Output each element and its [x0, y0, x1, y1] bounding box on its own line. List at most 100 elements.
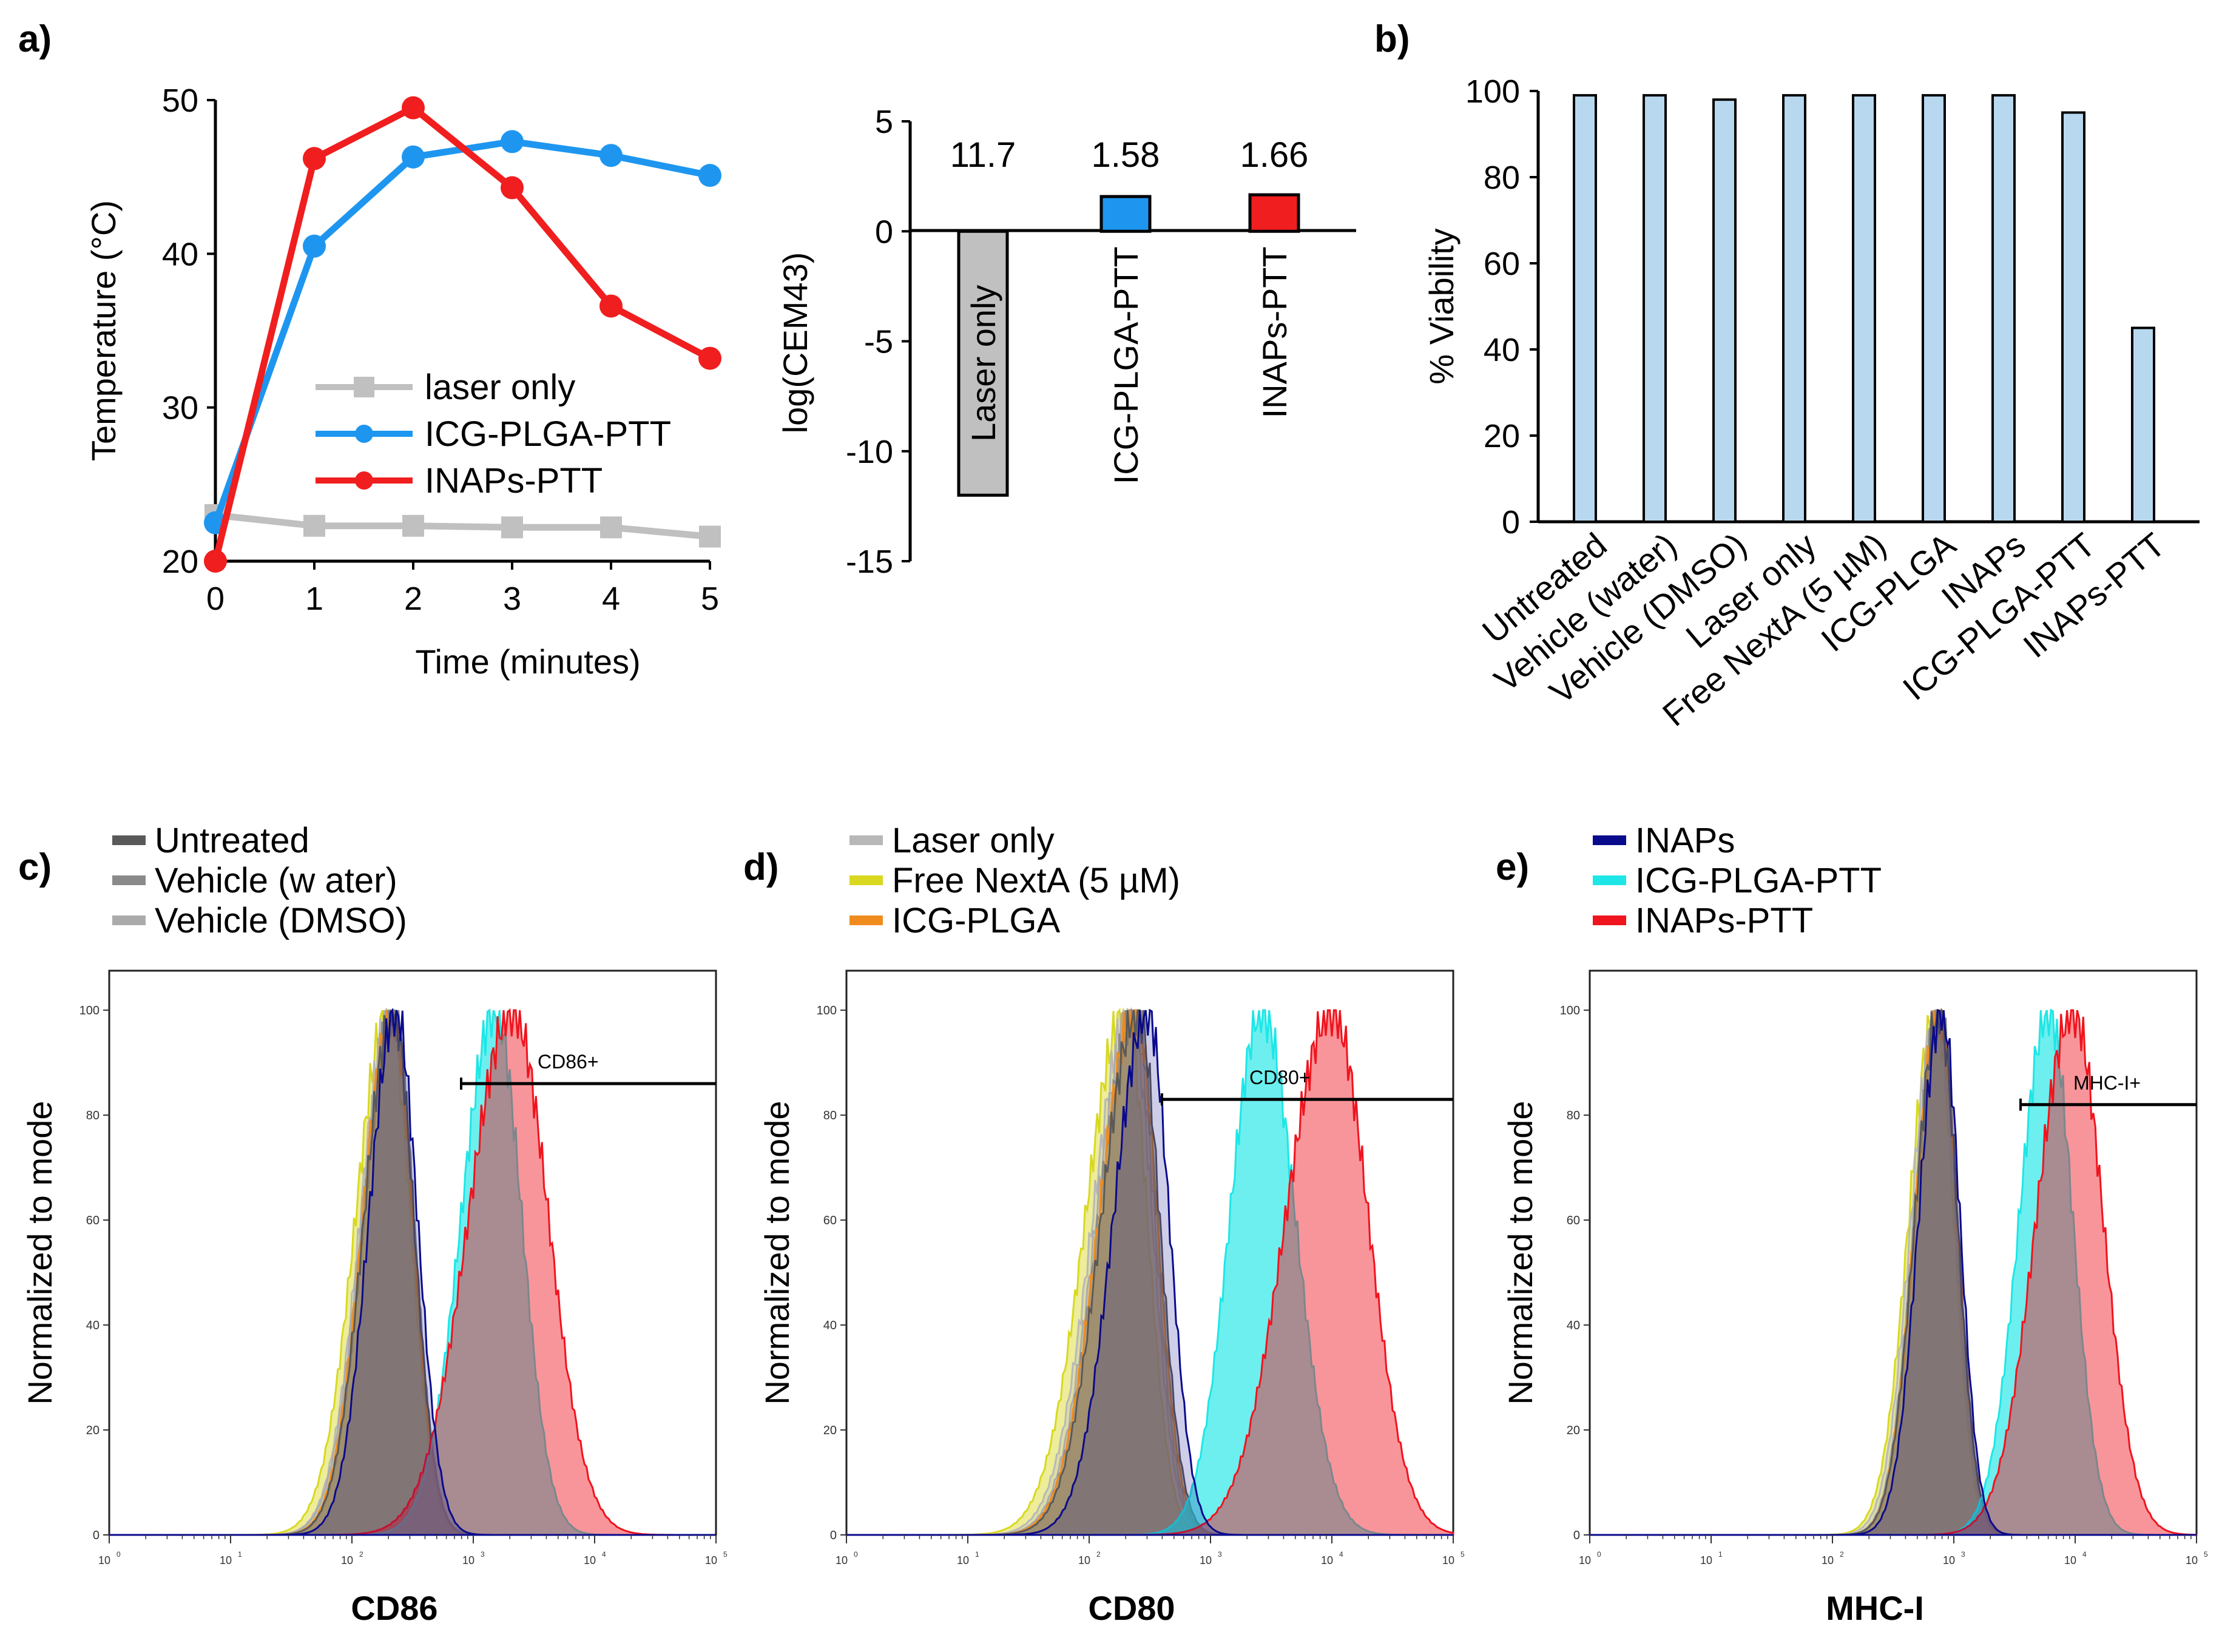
a1-series-line-inaps-ptt — [212, 104, 712, 562]
a1-y-tick-label: 50 — [162, 83, 198, 119]
flow-y-axis-label: Normalized to mode — [758, 1101, 796, 1404]
b-bar-inaps-ptt — [2131, 326, 2155, 523]
flow-y-tick-label: 20 — [1567, 1424, 1580, 1437]
a1-x-tick-label: 0 — [206, 581, 225, 617]
a1-point-inaps-ptt — [303, 147, 326, 170]
a1-point-laser-only — [501, 516, 523, 539]
a1-point-inaps-ptt — [204, 550, 227, 573]
flow-x-tick-exponent: 1 — [975, 1550, 979, 1559]
b-y-tick-label: 20 — [1484, 418, 1520, 454]
a1-point-laser-only — [303, 514, 325, 537]
flow-x-tick-label: 10 — [2186, 1554, 2198, 1566]
b-bar-untreated — [1573, 94, 1597, 524]
a1-point-icg-plga-ptt — [501, 130, 524, 153]
a1-point-inaps-ptt — [501, 176, 524, 200]
flow-y-tick-label: 40 — [86, 1319, 100, 1332]
flow-legend-label-laser-only: Laser only — [892, 821, 1055, 860]
flow-x-tick-exponent: 2 — [359, 1550, 363, 1559]
panel-label-c: c) — [18, 846, 52, 888]
a2-y-tick-label: 0 — [875, 214, 893, 250]
flow-x-tick-exponent: 3 — [1961, 1550, 1965, 1559]
flow-legend-label-vehicle-dmso: Vehicle (DMSO) — [155, 901, 407, 940]
a1-x-tick-label: 4 — [602, 581, 620, 617]
flow-x-axis-label: CD86 — [351, 1589, 437, 1627]
flow-x-tick-label: 10 — [1442, 1554, 1454, 1566]
flow-x-axis-label: MHC-I — [1826, 1589, 1924, 1627]
a1-point-laser-only — [600, 516, 622, 539]
cd80-histogram: 10 0 10 1 10 2 10 3 10 4 10 5020406080100CD80+CD80N… — [758, 821, 1465, 1627]
flow-y-tick-label: 60 — [1567, 1214, 1580, 1227]
flow-y-tick-label: 0 — [830, 1529, 837, 1542]
flow-legend-label-icg-plga-ptt: ICG-PLGA-PTT — [1635, 861, 1882, 900]
flow-y-tick-label: 80 — [823, 1109, 837, 1122]
a2-value-label-laser-only: 11.7 — [950, 135, 1016, 175]
flow-x-tick-exponent: 4 — [602, 1550, 606, 1559]
flow-histogram-inaps — [846, 1008, 1453, 1536]
flow-x-tick-label: 10 — [1078, 1554, 1090, 1566]
cem43-bar-chart: 5 0 -5 -10 -15 11.7 Laser only 1.58 ICG-PLGA-PT… — [776, 104, 1356, 580]
a1-x-tick-label: 1 — [305, 581, 323, 617]
flow-x-tick-exponent: 5 — [723, 1550, 728, 1559]
b-y-axis-label: % Viability — [1422, 228, 1461, 384]
a1-y-tick-label: 30 — [162, 390, 198, 426]
b-bar-icg-plga — [1922, 94, 1946, 524]
flow-x-tick-label: 10 — [1822, 1554, 1834, 1566]
flow-y-tick-label: 100 — [817, 1004, 837, 1017]
a1-point-inaps-ptt — [402, 96, 425, 120]
flow-x-tick-label: 10 — [2064, 1554, 2076, 1566]
flow-x-tick-label: 10 — [1700, 1554, 1712, 1566]
flow-x-tick-exponent: 3 — [1218, 1550, 1222, 1559]
flow-x-tick-exponent: 0 — [117, 1550, 121, 1559]
flow-x-tick-exponent: 4 — [1339, 1550, 1343, 1559]
flow-y-tick-label: 40 — [823, 1319, 837, 1332]
flow-x-tick-exponent: 0 — [1597, 1550, 1601, 1559]
flow-legend-swatch-free-nexta-5-um — [849, 875, 883, 885]
flow-legend-label-inaps: INAPs — [1635, 821, 1735, 860]
flow-y-tick-label: 60 — [86, 1214, 100, 1227]
flow-y-tick-label: 0 — [1573, 1529, 1580, 1542]
a1-y-axis-label: Temperature (°C) — [84, 200, 123, 461]
a1-point-icg-plga-ptt — [599, 144, 623, 167]
flow-y-axis-label: Normalized to mode — [21, 1101, 59, 1404]
a2-value-label-icg-plga-ptt: 1.58 — [1092, 135, 1160, 175]
a1-x-tick-label: 3 — [503, 581, 521, 617]
b-bar-free-nexta-5-um — [1852, 94, 1876, 524]
flow-x-tick-exponent: 0 — [854, 1550, 858, 1559]
flow-x-tick-label: 10 — [462, 1554, 474, 1566]
a2-y-tick-label: -15 — [846, 544, 893, 580]
flow-x-tick-label: 10 — [341, 1554, 353, 1566]
flow-legend-swatch-icg-plga-ptt — [1593, 875, 1626, 885]
flow-x-tick-label: 10 — [1943, 1554, 1955, 1566]
flow-legend-swatch-icg-plga — [849, 915, 883, 925]
b-bar-inaps — [1991, 94, 2016, 524]
flow-legend-label-icg-plga: ICG-PLGA — [892, 901, 1060, 940]
flow-x-tick-exponent: 4 — [2082, 1550, 2087, 1559]
b-bar-vehicle-water — [1643, 94, 1667, 524]
flow-legend-swatch-laser-only — [849, 835, 883, 845]
flow-y-tick-label: 40 — [1567, 1319, 1580, 1332]
b-bar-laser-only — [1782, 94, 1806, 524]
flow-y-tick-label: 20 — [86, 1424, 100, 1437]
flow-y-tick-label: 100 — [79, 1004, 100, 1017]
panel-label-e: e) — [1496, 846, 1529, 888]
a2-y-tick-label: -10 — [846, 434, 893, 470]
flow-x-tick-label: 10 — [1200, 1554, 1212, 1566]
b-y-tick-label: 80 — [1484, 160, 1520, 196]
b-y-tick-label: 60 — [1484, 246, 1520, 282]
a1-point-laser-only — [699, 525, 721, 548]
a2-bar-inaps-ptt — [1248, 193, 1300, 233]
flow-x-axis-label: CD80 — [1088, 1589, 1175, 1627]
panel-label-b: b) — [1374, 18, 1410, 60]
a2-y-tick-label: 5 — [875, 104, 893, 140]
flow-y-tick-label: 20 — [823, 1424, 837, 1437]
a1-point-inaps-ptt — [698, 346, 721, 370]
flow-x-tick-exponent: 2 — [1840, 1550, 1844, 1559]
a2-category-label-inaps-ptt: INAPs-PTT — [1255, 246, 1294, 418]
flow-x-tick-exponent: 1 — [238, 1550, 242, 1559]
a2-y-axis-label: log(CEM43) — [776, 252, 814, 434]
flow-legend-swatch-vehicle-dmso — [112, 915, 146, 925]
flow-legend-label-untreated: Untreated — [155, 821, 309, 860]
a1-x-tick-label: 2 — [404, 581, 422, 617]
flow-legend-label-vehicle-w-ater: Vehicle (w ater) — [155, 861, 397, 900]
a2-category-label-laser-only: Laser only — [964, 285, 1002, 442]
